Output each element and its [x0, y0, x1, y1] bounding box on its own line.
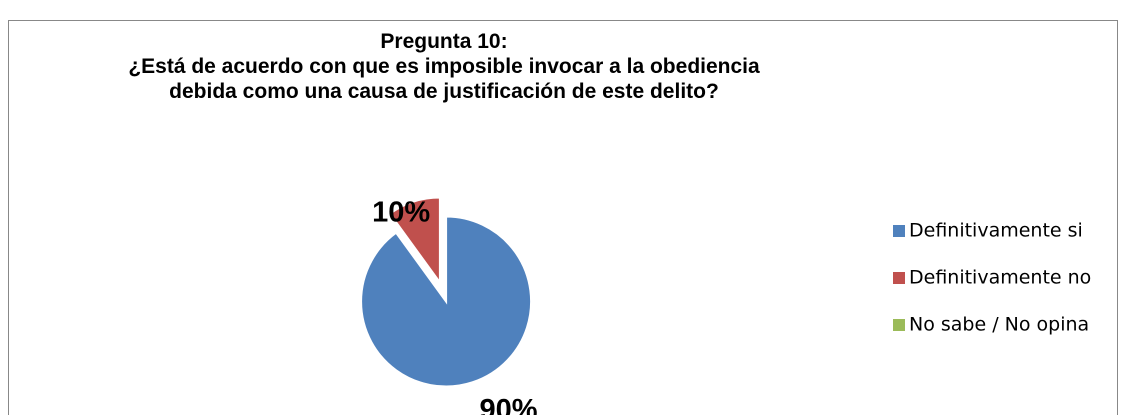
legend-swatch	[893, 319, 905, 331]
pie-slice	[388, 196, 441, 286]
chart-frame	[8, 20, 1118, 415]
chart-title: ¿Está de acuerdo con que es imposible in…	[128, 55, 760, 78]
chart-title: Pregunta 10:	[380, 30, 507, 53]
legend-label: Definitivamente no	[909, 267, 1091, 289]
legend-swatch	[893, 272, 905, 284]
data-label: 10%	[372, 197, 430, 229]
legend-label: Definitivamente si	[909, 220, 1083, 242]
pie-slice	[360, 215, 533, 388]
chart-title: debida como una causa de justificación d…	[169, 80, 719, 103]
legend-label: No sabe / No opina	[909, 314, 1089, 336]
legend-swatch	[893, 225, 905, 237]
data-label: 90%	[480, 394, 538, 415]
